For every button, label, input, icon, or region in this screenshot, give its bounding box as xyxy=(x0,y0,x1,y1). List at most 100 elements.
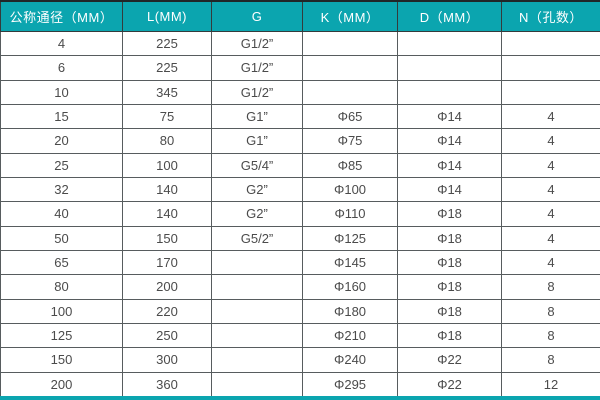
table-cell xyxy=(397,30,502,57)
table-cell: Φ110 xyxy=(302,201,398,227)
table-cell: G1/2” xyxy=(211,55,303,81)
table-cell: 140 xyxy=(122,176,212,203)
table-cell: Φ14 xyxy=(397,152,502,178)
table-row: 50 150 G5/2” Φ125 Φ18 4 xyxy=(0,225,600,251)
table-cell: Φ18 xyxy=(397,225,502,251)
table-cell: 4 xyxy=(501,201,600,227)
table-cell: 65 xyxy=(0,249,123,276)
table-cell: 4 xyxy=(501,152,600,178)
table-cell: 4 xyxy=(501,249,600,276)
table-header: 公称通径（MM） L(MM) G K（MM） D（MM） N（孔数） xyxy=(0,0,600,32)
column-header-nominal-diameter: 公称通径（MM） xyxy=(0,0,123,32)
table-cell: 100 xyxy=(122,152,212,178)
table-cell: G2” xyxy=(211,176,303,203)
table-row: 40 140 G2” Φ110 Φ18 4 xyxy=(0,201,600,227)
table-cell: Φ18 xyxy=(397,298,502,324)
table-row: 125 250 Φ210 Φ18 8 xyxy=(0,322,600,349)
table-cell xyxy=(501,30,600,57)
table-cell: 32 xyxy=(0,176,123,203)
table-cell: Φ18 xyxy=(397,201,502,227)
table-cell: Φ125 xyxy=(302,225,398,251)
column-header-hole-count: N（孔数） xyxy=(501,0,600,32)
table-row: 20 80 G1” Φ75 Φ14 4 xyxy=(0,128,600,154)
table-cell xyxy=(211,347,303,373)
table-cell: G1” xyxy=(211,103,303,130)
column-header-bolt-circle: K（MM） xyxy=(302,0,398,32)
table-cell: Φ145 xyxy=(302,249,398,276)
table-cell: Φ85 xyxy=(302,152,398,178)
table-cell: Φ14 xyxy=(397,103,502,130)
table-cell: 20 xyxy=(0,128,123,154)
table-cell: 4 xyxy=(0,30,123,57)
table-cell: 6 xyxy=(0,55,123,81)
table-cell: 10 xyxy=(0,79,123,105)
table-cell: 80 xyxy=(0,274,123,300)
table-cell: Φ240 xyxy=(302,347,398,373)
table-cell: Φ22 xyxy=(397,371,502,399)
table-cell: 12 xyxy=(501,371,600,399)
table-row: 80 200 Φ160 Φ18 8 xyxy=(0,274,600,300)
table-cell: 15 xyxy=(0,103,123,130)
table-row: 6 225 G1/2” xyxy=(0,55,600,81)
table-cell: 50 xyxy=(0,225,123,251)
table-cell: Φ100 xyxy=(302,176,398,203)
table-cell: Φ18 xyxy=(397,274,502,300)
table-row: 25 100 G5/4” Φ85 Φ14 4 xyxy=(0,152,600,178)
table-cell xyxy=(302,30,398,57)
table-cell: G1” xyxy=(211,128,303,154)
table-row: 100 220 Φ180 Φ18 8 xyxy=(0,298,600,324)
table-cell: Φ14 xyxy=(397,176,502,203)
table-cell: 170 xyxy=(122,249,212,276)
column-header-thread: G xyxy=(211,0,303,32)
table-row: 65 170 Φ145 Φ18 4 xyxy=(0,249,600,276)
column-header-hole-diameter: D（MM） xyxy=(397,0,502,32)
table-cell xyxy=(211,249,303,276)
table-cell xyxy=(302,79,398,105)
table-cell: G5/2” xyxy=(211,225,303,251)
table-body: 4 225 G1/2” 6 225 G1/2” 10 345 G1/2” 15 75 G1” Φ65 Φ1… xyxy=(0,30,600,399)
table-cell: 150 xyxy=(122,225,212,251)
table-cell: G1/2” xyxy=(211,79,303,105)
table-cell: 40 xyxy=(0,201,123,227)
table-row: 150 300 Φ240 Φ22 8 xyxy=(0,347,600,373)
table-cell: 75 xyxy=(122,103,212,130)
table-row: 10 345 G1/2” xyxy=(0,79,600,105)
table-cell: 8 xyxy=(501,274,600,300)
table-cell: Φ18 xyxy=(397,322,502,349)
table-cell xyxy=(211,274,303,300)
table-cell: 4 xyxy=(501,103,600,130)
table-cell: 360 xyxy=(122,371,212,399)
table-cell xyxy=(501,79,600,105)
table-cell: 100 xyxy=(0,298,123,324)
table-cell: 200 xyxy=(122,274,212,300)
table-cell: G1/2” xyxy=(211,30,303,57)
table-cell: 345 xyxy=(122,79,212,105)
table-cell: G5/4” xyxy=(211,152,303,178)
table-row: 200 360 Φ295 Φ22 12 xyxy=(0,371,600,399)
table-cell: Φ160 xyxy=(302,274,398,300)
table-cell: Φ65 xyxy=(302,103,398,130)
table-cell: 125 xyxy=(0,322,123,349)
column-header-length: L(MM) xyxy=(122,0,212,32)
table-cell xyxy=(211,371,303,399)
table-cell: Φ14 xyxy=(397,128,502,154)
table-cell xyxy=(397,55,502,81)
table-cell: 225 xyxy=(122,55,212,81)
table-row: 32 140 G2” Φ100 Φ14 4 xyxy=(0,176,600,203)
table-cell: G2” xyxy=(211,201,303,227)
table-cell xyxy=(211,322,303,349)
table-cell: Φ18 xyxy=(397,249,502,276)
table-cell: 8 xyxy=(501,347,600,373)
table-cell xyxy=(211,298,303,324)
table-cell xyxy=(302,55,398,81)
table-row: 15 75 G1” Φ65 Φ14 4 xyxy=(0,103,600,130)
table-cell: 8 xyxy=(501,298,600,324)
table-cell: 140 xyxy=(122,201,212,227)
table-cell: 25 xyxy=(0,152,123,178)
table-cell: Φ295 xyxy=(302,371,398,399)
table-cell: 200 xyxy=(0,371,123,399)
table-cell: 80 xyxy=(122,128,212,154)
table-cell: 8 xyxy=(501,322,600,349)
table-cell: 300 xyxy=(122,347,212,373)
